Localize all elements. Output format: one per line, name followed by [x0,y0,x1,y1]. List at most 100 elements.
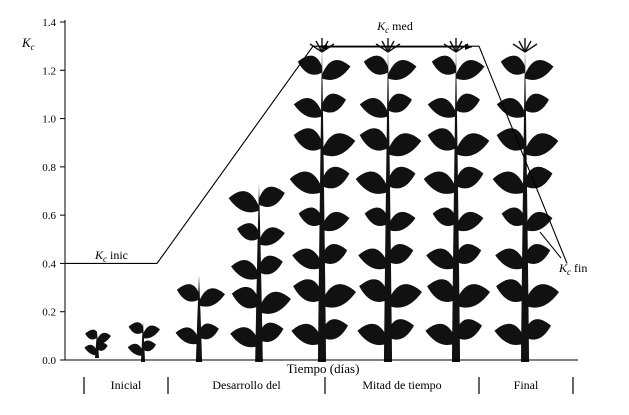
plant-leaf [199,323,219,340]
plant-leaf [293,128,322,151]
plant-leaf [199,288,225,307]
plant-tassel [309,43,323,53]
kc-fin-label-text: fin [571,261,587,275]
kc-med-label-text: med [389,19,413,33]
plant-leaf [388,319,415,340]
y-tick-label: 1.0 [42,114,56,126]
y-tick-label: 1.2 [42,65,56,77]
plant-leaf [427,128,456,151]
plant-tassel [524,43,538,53]
y-axis-title-sub: c [31,42,35,52]
plant-6 [423,38,490,362]
plant-leaf [456,133,490,157]
kc-med-arrowhead-right [465,44,472,50]
plant-tassel [375,43,389,53]
kc-inic-label-sub: c [103,254,107,264]
kc-inic-label-text: inic [107,248,128,262]
plant-leaf [322,93,346,113]
chart-axes [60,20,578,361]
plant-leaf [495,248,525,270]
kc-curve [65,44,568,264]
plant-leaf [525,59,554,80]
plant-leaf [85,329,97,340]
y-tick-label: 0.2 [42,307,56,319]
plant-leaf [322,243,348,264]
plant-leaf [425,323,456,346]
y-axis-title-main: K [21,35,32,50]
plant-leaf [364,207,388,227]
plant-leaf [84,344,97,356]
y-tick-label: 0.4 [42,258,56,270]
plant-leaf [427,279,456,302]
plant-leaf [175,327,199,345]
plant-leaf [432,207,456,227]
plant-leaf [456,284,490,308]
kc-med-arrowhead-left [320,44,327,50]
stage-label-0: Inicial [111,378,142,392]
plant-leaf [355,171,388,194]
plant-leaf [525,93,549,113]
kc-med-label-sub: c [385,25,389,35]
plant-leaf [426,248,456,270]
kc-fin-pointer [539,231,562,259]
plant-leaf [500,55,525,75]
plant-7 [492,38,559,362]
plant-leaf [359,279,388,302]
plant-leaf [259,322,284,343]
plant-leaf [231,286,259,309]
plant-tassel [524,40,532,53]
plant-leaf [322,319,349,340]
stage-label-1: Desarrollo del [212,378,281,392]
plant-leaf [293,97,322,118]
plant-leaf [427,97,456,118]
plant-leaf [259,255,283,275]
plant-leaf [291,323,322,346]
plant-leaf [456,166,484,189]
plant-leaf [298,207,322,227]
plant-leaf [388,166,416,189]
plant-leaf [525,211,553,232]
plant-leaf [388,133,422,157]
plant-leaf [496,279,525,302]
plant-tassel [321,43,335,53]
kc-fin-label-main: K [558,261,568,275]
plant-tassel [443,43,457,53]
plant-growth-illustration [84,38,559,362]
plant-leaf [228,191,259,213]
plant-tassel [387,43,401,53]
plant-leaf [231,259,259,280]
plant-leaf [230,327,259,348]
plant-leaf [297,55,322,75]
plant-leaf [388,59,417,80]
x-axis-title: Tiempo (días) [287,361,360,376]
plant-leaf [501,207,525,227]
plant-leaf [388,243,414,264]
plant-leaf [128,322,143,334]
plant-leaf [456,319,483,340]
plant-leaf [388,93,412,113]
plant-4 [289,38,356,362]
plant-leaf [492,171,525,194]
plant-5 [355,38,422,362]
plant-leaf [456,211,484,232]
plant-leaf [525,319,552,340]
y-tick-label: 0.6 [42,210,56,222]
stage-label-2: Mitad de tiempo [362,378,441,392]
plant-leaf [388,211,416,232]
plant-leaf [525,284,559,308]
y-tick-label: 0.8 [42,162,56,174]
plant-leaf [293,279,322,302]
plant-leaf [322,211,350,232]
plant-leaf [423,171,456,194]
plant-leaf [97,341,108,351]
plant-leaf [359,128,388,151]
plant-leaf [143,340,157,352]
plant-leaf [363,55,388,75]
plant-leaf [456,93,480,113]
y-tick-label: 1.4 [42,17,56,29]
plant-leaf [359,97,388,118]
kc-inic-label-main: K [94,248,104,262]
plant-stem [520,48,530,362]
plant-leaf [456,243,482,264]
